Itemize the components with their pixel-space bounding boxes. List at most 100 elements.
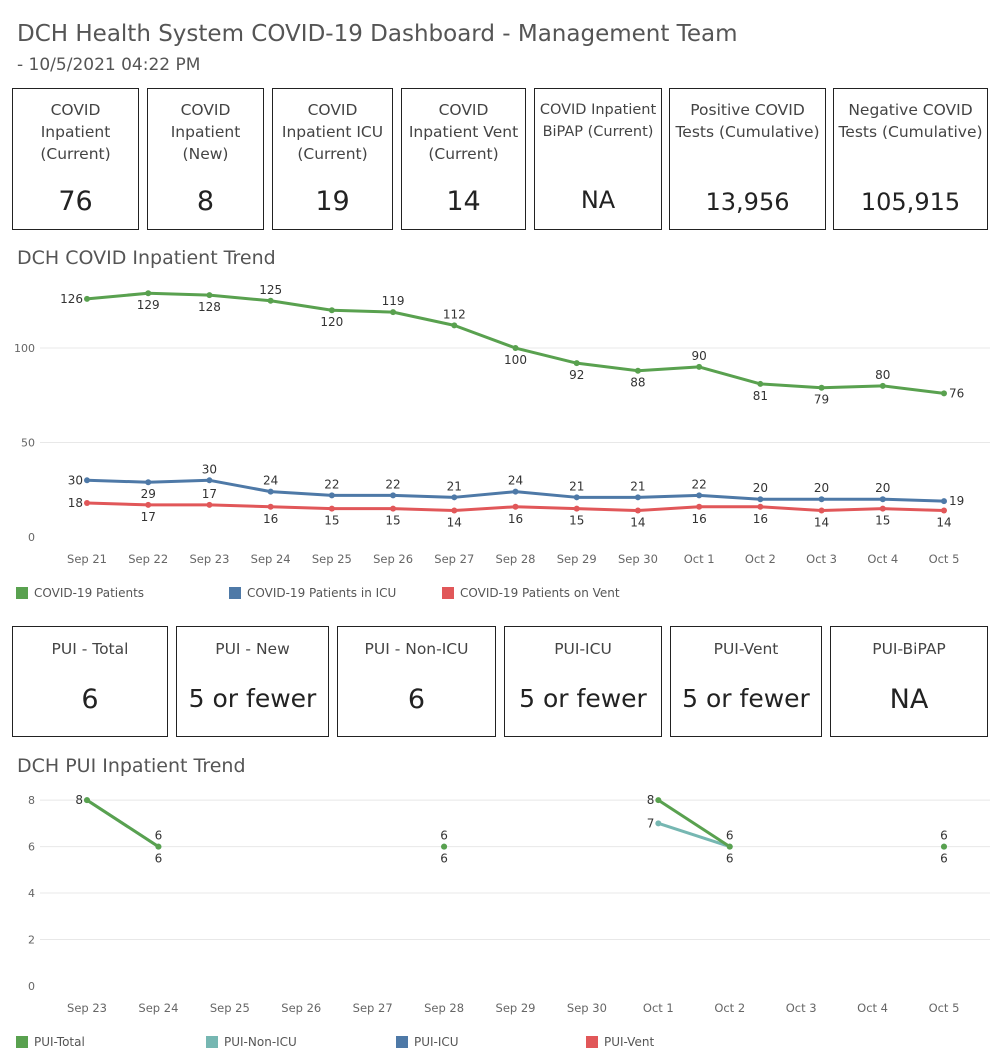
- data-label: 22: [385, 477, 400, 491]
- data-label: 126: [60, 292, 83, 306]
- data-label: 16: [692, 512, 707, 526]
- legend-swatch: [16, 1036, 28, 1048]
- x-tick-label: Sep 26: [281, 1001, 321, 1015]
- data-point: [696, 503, 703, 510]
- data-label: 119: [382, 294, 405, 308]
- data-label: 14: [630, 516, 645, 530]
- data-label: 16: [753, 512, 768, 526]
- x-tick-label: Oct 1: [684, 552, 715, 566]
- y-tick-label: 2: [28, 934, 35, 947]
- data-label: 8: [647, 793, 655, 807]
- data-point: [941, 843, 947, 850]
- kpi-value: 19: [315, 186, 350, 217]
- data-label: 100: [504, 353, 527, 367]
- kpi-value: 5 or fewer: [682, 684, 810, 713]
- data-point: [818, 507, 825, 514]
- data-point: [726, 843, 733, 850]
- kpi-value: 105,915: [860, 188, 961, 216]
- data-point: [512, 345, 519, 352]
- kpi-card-covid-inpatient-new: COVID Inpatient (New) 8: [147, 88, 264, 230]
- kpi-card-covid-bipap-current: COVID Inpatient BiPAP (Current) NA: [534, 88, 662, 230]
- data-point: [757, 496, 764, 503]
- data-point: [145, 501, 152, 508]
- data-point: [390, 492, 397, 499]
- kpi-card-pui-bipap: PUI-BiPAP NA: [830, 626, 988, 737]
- x-tick-label: Sep 30: [618, 552, 658, 566]
- data-label: 24: [263, 474, 278, 488]
- data-point: [206, 501, 213, 508]
- x-tick-label: Sep 25: [210, 1001, 250, 1015]
- data-label: 6: [940, 852, 948, 866]
- data-label: 16: [263, 512, 278, 526]
- series-line: [657, 798, 731, 848]
- data-label: 6: [726, 829, 734, 843]
- data-point: [451, 322, 458, 329]
- x-tick-label: Sep 22: [128, 552, 168, 566]
- data-point: [84, 477, 90, 484]
- kpi-card-pui-vent: PUI-Vent 5 or fewer: [670, 626, 822, 737]
- data-label: 22: [324, 477, 339, 491]
- data-label: 21: [447, 479, 462, 493]
- kpi-label: PUI - Total: [51, 640, 129, 658]
- kpi-value: 76: [58, 186, 93, 217]
- data-label: 30: [68, 473, 83, 487]
- x-tick-label: Sep 29: [557, 552, 597, 566]
- legend-swatch: [16, 587, 28, 599]
- legend-item-covid-patients: COVID-19 Patients: [16, 586, 144, 600]
- data-point: [512, 503, 519, 510]
- data-point: [634, 507, 641, 514]
- kpi-value: 8: [196, 186, 215, 217]
- kpi-card-covid-icu-current: COVID Inpatient ICU (Current) 19: [272, 88, 393, 230]
- kpi-card-pui-icu: PUI-ICU 5 or fewer: [504, 626, 662, 737]
- kpi-label: Negative COVID Tests (Cumulative): [838, 101, 983, 141]
- data-point: [390, 309, 397, 316]
- data-point: [941, 498, 947, 505]
- data-label: 29: [141, 487, 156, 501]
- dashboard-timestamp: - 10/5/2021 04:22 PM: [17, 55, 201, 75]
- data-label: 15: [385, 514, 400, 528]
- data-label: 128: [198, 300, 221, 314]
- data-label: 6: [940, 829, 948, 843]
- pui-trend-title: DCH PUI Inpatient Trend: [17, 755, 246, 777]
- legend-label: COVID-19 Patients: [34, 586, 145, 600]
- data-point: [634, 367, 641, 374]
- kpi-label: PUI - New: [215, 640, 290, 658]
- data-label: 20: [753, 481, 768, 495]
- kpi-value: NA: [580, 186, 616, 214]
- data-point: [634, 494, 641, 501]
- data-point: [145, 479, 152, 486]
- data-point: [818, 496, 825, 503]
- data-label: 19: [949, 494, 964, 508]
- x-tick-label: Sep 25: [312, 552, 352, 566]
- y-tick-label: 0: [28, 531, 35, 544]
- legend-swatch: [206, 1036, 218, 1048]
- data-label: 92: [569, 368, 584, 382]
- legend-label: PUI-ICU: [414, 1035, 459, 1049]
- kpi-card-negative-tests: Negative COVID Tests (Cumulative) 105,91…: [833, 88, 988, 230]
- kpi-label: COVID Inpatient (Current): [40, 101, 111, 163]
- data-label: 8: [75, 793, 83, 807]
- series-line: [86, 798, 160, 848]
- x-tick-label: Sep 27: [353, 1001, 393, 1015]
- kpi-card-positive-tests: Positive COVID Tests (Cumulative) 13,956: [669, 88, 826, 230]
- data-point: [941, 390, 947, 397]
- x-tick-label: Sep 23: [189, 552, 229, 566]
- data-label: 6: [440, 829, 448, 843]
- x-tick-label: Oct 4: [857, 1001, 888, 1015]
- kpi-value: 6: [407, 684, 426, 715]
- data-label: 81: [753, 389, 768, 403]
- x-tick-label: Sep 26: [373, 552, 413, 566]
- legend-swatch: [442, 587, 454, 599]
- data-label: 7: [647, 816, 655, 830]
- data-label: 76: [949, 386, 964, 400]
- data-label: 15: [324, 514, 339, 528]
- data-point: [441, 843, 448, 850]
- data-point: [84, 499, 90, 506]
- legend-label: PUI-Vent: [604, 1035, 655, 1049]
- kpi-label: COVID Inpatient BiPAP (Current): [539, 102, 657, 140]
- data-label: 80: [875, 368, 890, 382]
- data-label: 30: [202, 462, 217, 476]
- data-label: 129: [137, 298, 160, 312]
- kpi-value: 13,956: [705, 188, 790, 216]
- data-point: [573, 494, 580, 501]
